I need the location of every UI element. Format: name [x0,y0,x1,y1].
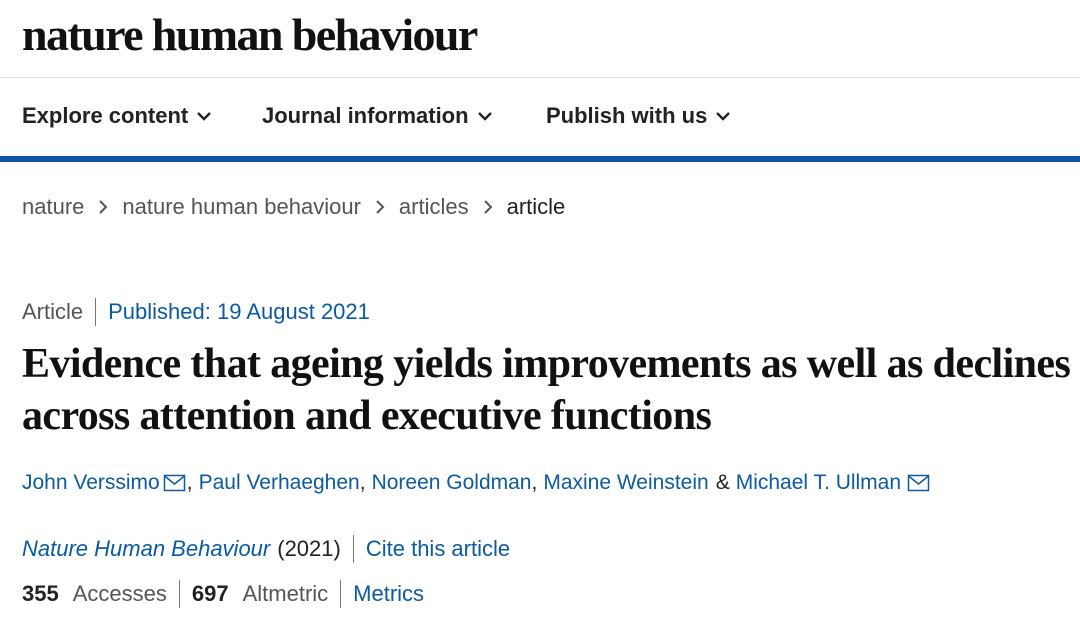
accesses-label: Accesses [72,581,167,606]
metrics-link[interactable]: Metrics [353,581,425,606]
accesses-count: 355 [22,581,59,606]
separator [340,580,342,608]
author-separator: , [186,471,193,494]
author[interactable]: Paul Verhaeghen [198,471,360,494]
author[interactable]: John Verssimo [22,471,160,494]
cite-link[interactable]: Cite this article [365,536,511,561]
published-date: Published: 19 August 2021 [108,299,370,324]
article-title: Evidence that ageing yields improvements… [22,341,1071,439]
citation: Nature Human Behaviour (2021) Cite this … [22,535,510,563]
author-list: John Verssimo , Paul Verhaeghen , Noreen… [22,471,931,495]
nav-item[interactable]: Explore content [22,103,212,129]
crumb-arrow [483,200,492,214]
separator [352,535,354,563]
year: (2021) [277,536,341,561]
nav-label[interactable]: Journal information [262,103,469,128]
author[interactable]: Michael T. Ullman [735,471,902,494]
breadcrumbs: nature nature human behaviour articles a… [22,194,565,220]
accent-bar [0,156,1080,162]
nav-item[interactable]: Journal information [262,103,493,129]
nav-label[interactable]: Publish with us [546,103,708,128]
nav-item[interactable]: Publish with us [546,103,731,129]
chevron [197,112,212,121]
separator [178,580,180,608]
metrics: 355 Accesses 697 Altmetric Metrics [22,580,424,608]
author[interactable]: Maxine Weinstein [543,471,709,494]
crumb-arrow [376,200,385,214]
author-separator: & [715,471,730,494]
chevron [477,112,492,121]
divider [0,77,1080,78]
crumb-current: article [506,194,566,219]
crumb-arrow [99,200,108,214]
email-icon[interactable] [163,474,187,492]
crumb[interactable]: articles [398,194,469,219]
nav-label[interactable]: Explore content [22,103,189,128]
separator [95,298,97,326]
author-separator: , [531,471,538,494]
altmetric-count: 697 [191,581,229,606]
author-separator: , [359,471,366,494]
altmetric-label: Altmetric [242,581,329,606]
article-type: Article [22,299,84,324]
logo[interactable]: nature human behaviour [22,9,478,60]
article-meta: Article Published: 19 August 2021 [22,298,370,326]
crumb[interactable]: nature [22,194,85,219]
email-icon[interactable] [907,474,931,492]
journal-name[interactable]: Nature Human Behaviour [22,536,271,561]
chevron [716,112,731,121]
crumb[interactable]: nature human behaviour [122,194,361,219]
author[interactable]: Noreen Goldman [371,471,532,494]
